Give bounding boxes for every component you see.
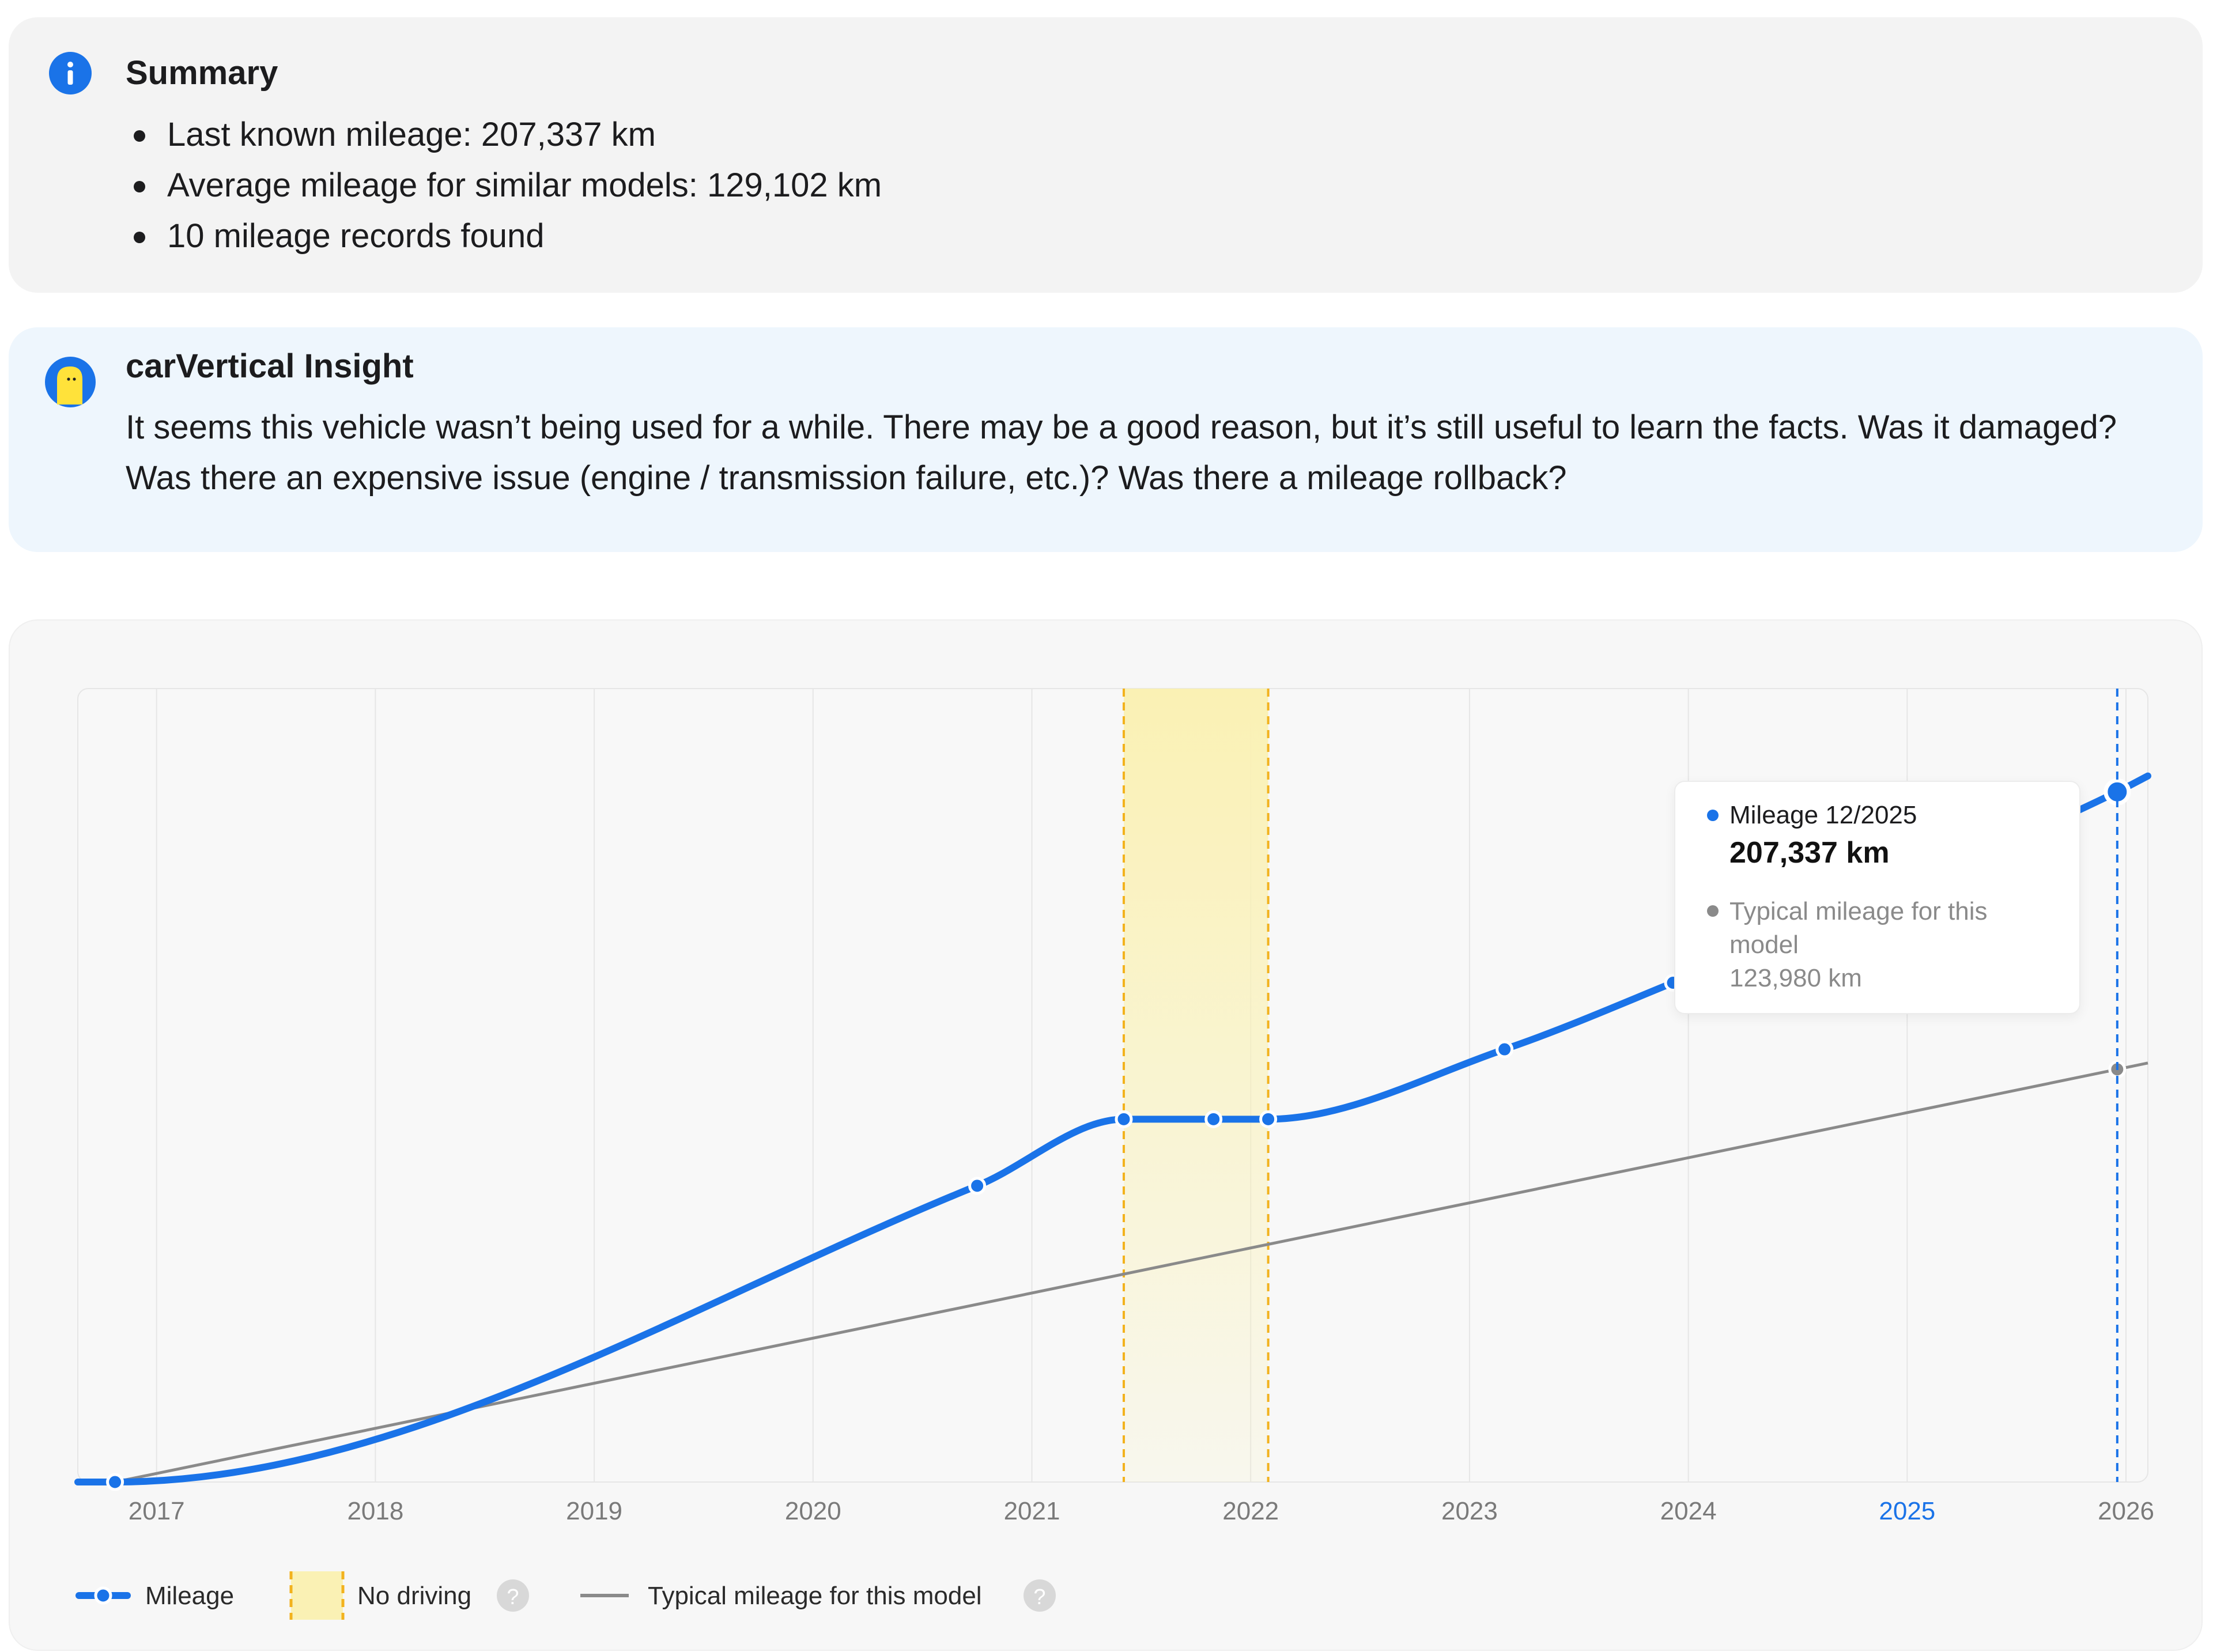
x-tick-label: 2021 bbox=[1004, 1497, 1060, 1525]
x-tick-label: 2020 bbox=[785, 1497, 841, 1525]
mileage-point bbox=[1204, 1110, 1223, 1128]
legend-label-typical: Typical mileage for this model bbox=[648, 1582, 982, 1610]
mileage-chart: 2017 2018 2019 2020 2021 2022 2023 2024 2025 2026… bbox=[74, 688, 2154, 1620]
question-icon[interactable]: ? bbox=[497, 1579, 529, 1612]
summary-card: Summary Last known mileage: 207,337 km A… bbox=[9, 17, 2203, 293]
insight-title: carVertical Insight bbox=[126, 347, 414, 385]
x-tick-label: 2025 bbox=[1879, 1497, 1935, 1525]
legend-label-no-driving: No driving bbox=[357, 1582, 471, 1610]
legend-item-mileage[interactable]: Mileage bbox=[75, 1582, 234, 1610]
tooltip-label: Mileage 12/2025 bbox=[1729, 801, 1917, 829]
summary-list: Last known mileage: 207,337 km Average m… bbox=[126, 109, 882, 262]
summary-title: Summary bbox=[126, 54, 278, 92]
info-icon bbox=[49, 52, 92, 94]
legend-item-typical[interactable]: Typical mileage for this model ? bbox=[580, 1579, 1056, 1612]
mileage-point bbox=[1115, 1110, 1133, 1128]
mileage-dot-icon bbox=[1707, 810, 1719, 821]
summary-item: 10 mileage records found bbox=[126, 211, 882, 262]
typical-dot-icon bbox=[1707, 905, 1719, 917]
x-tick-label: 2024 bbox=[1660, 1497, 1717, 1525]
legend-item-no-driving[interactable]: No driving ? bbox=[289, 1571, 529, 1620]
x-tick-label: 2017 bbox=[129, 1497, 185, 1525]
carvertical-mascot-icon bbox=[45, 357, 96, 407]
mileage-point bbox=[1496, 1040, 1514, 1059]
insight-text: It seems this vehicle wasn’t being used … bbox=[126, 409, 2117, 497]
legend: Mileage No driving ? Typical mileage for… bbox=[75, 1571, 1056, 1620]
summary-item: Average mileage for similar models: 129,… bbox=[126, 160, 882, 211]
tooltip-value: 207,337 km bbox=[1729, 836, 1890, 870]
x-tick-label: 2022 bbox=[1222, 1497, 1279, 1525]
mileage-chart-card: 2017 2018 2019 2020 2021 2022 2023 2024 2025 2026… bbox=[9, 619, 2203, 1651]
legend-label-mileage: Mileage bbox=[145, 1582, 234, 1610]
tooltip-typical-label: Typical mileage for this model bbox=[1729, 897, 1988, 959]
svg-text:?: ? bbox=[507, 1585, 519, 1609]
summary-item: Last known mileage: 207,337 km bbox=[126, 109, 882, 160]
tooltip-typical: Typical mileage for this model 123,980 k… bbox=[1729, 895, 2052, 995]
no-driving-fill bbox=[1123, 689, 1268, 1482]
question-icon[interactable]: ? bbox=[1024, 1579, 1056, 1612]
tooltip-typical-value: 123,980 km bbox=[1729, 964, 1862, 992]
x-tick-label: 2026 bbox=[2098, 1497, 2154, 1525]
svg-text:?: ? bbox=[1033, 1585, 1045, 1609]
chart-tooltip: Mileage 12/2025 207,337 km Typical milea… bbox=[1674, 781, 2080, 1014]
plot-area bbox=[77, 688, 2148, 1483]
x-tick-label: 2018 bbox=[347, 1497, 403, 1525]
x-axis-ticks: 2017 2018 2019 2020 2021 2022 2023 2024 2025 2026 bbox=[129, 1497, 2154, 1525]
mileage-point bbox=[968, 1177, 987, 1195]
no-driving-band bbox=[1122, 689, 1270, 1482]
insight-card: carVertical Insight It seems this vehicl… bbox=[9, 327, 2203, 552]
x-tick-label: 2023 bbox=[1441, 1497, 1498, 1525]
mileage-point bbox=[106, 1473, 124, 1491]
x-tick-label: 2019 bbox=[566, 1497, 622, 1525]
mileage-point bbox=[1259, 1110, 1278, 1128]
